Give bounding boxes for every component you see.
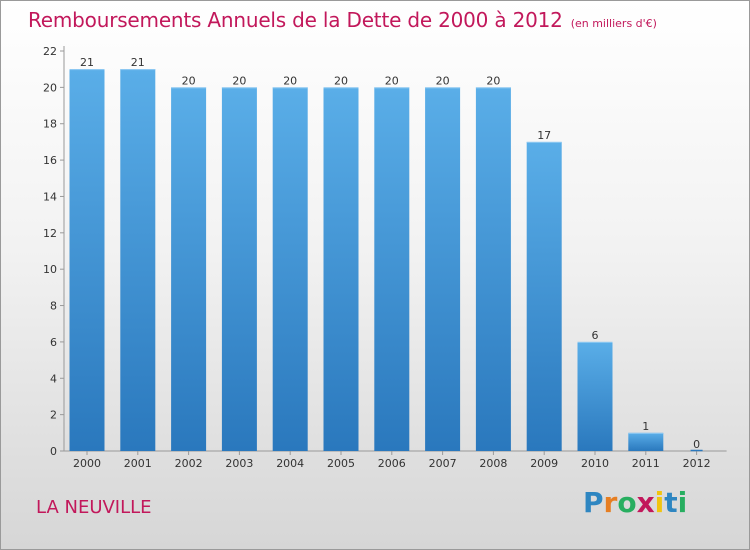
x-tick-label: 2003 [225, 457, 253, 470]
logo-letter: t [664, 486, 678, 519]
data-label: 21 [131, 56, 145, 69]
x-tick-label: 2006 [378, 457, 406, 470]
y-tick-label: 14 [43, 190, 57, 203]
y-tick-label: 22 [43, 45, 57, 58]
y-tick-label: 4 [50, 372, 57, 385]
y-tick-label: 10 [43, 263, 57, 276]
x-tick-label: 2004 [276, 457, 304, 470]
chart-title-text: Remboursements Annuels de la Dette de 20… [28, 8, 563, 32]
x-tick-label: 2002 [175, 457, 203, 470]
logo-letter: r [603, 486, 618, 519]
x-tick-label: 2001 [124, 457, 152, 470]
data-label: 21 [80, 56, 94, 69]
logo-letter: o [617, 486, 637, 519]
y-tick-label: 16 [43, 154, 57, 167]
logo-letter: x [636, 486, 655, 519]
y-tick-label: 18 [43, 118, 57, 131]
data-label: 1 [642, 420, 649, 433]
y-tick-label: 0 [50, 445, 57, 458]
bar-2002 [171, 87, 207, 451]
bar-2006 [374, 87, 410, 451]
logo-letter: i [677, 486, 688, 519]
y-tick-label: 12 [43, 227, 57, 240]
data-label: 20 [385, 74, 399, 87]
x-tick-label: 2011 [632, 457, 660, 470]
x-tick-label: 2012 [683, 457, 711, 470]
commune-name: LA NEUVILLE [36, 497, 152, 518]
proxiti-logo: Proxiti [583, 486, 687, 519]
y-tick-label: 8 [50, 300, 57, 313]
bar-2011 [628, 432, 664, 451]
bar-2005 [323, 87, 359, 451]
bar-2007 [425, 87, 461, 451]
y-tick-label: 20 [43, 81, 57, 94]
data-label: 6 [592, 329, 599, 342]
data-label: 20 [283, 74, 297, 87]
bar-2000 [69, 69, 105, 451]
data-label: 20 [182, 74, 196, 87]
bar-2004 [272, 87, 308, 451]
bar-2001 [120, 69, 156, 451]
bar-2010 [577, 341, 613, 451]
x-tick-label: 2005 [327, 457, 355, 470]
x-tick-label: 2009 [530, 457, 558, 470]
data-label: 0 [693, 438, 700, 451]
logo-letter: P [583, 486, 604, 519]
data-label: 20 [486, 74, 500, 87]
x-tick-label: 2008 [479, 457, 507, 470]
logo-letter: i [654, 486, 665, 519]
x-tick-label: 2000 [73, 457, 101, 470]
y-tick-label: 2 [50, 409, 57, 422]
data-label: 20 [232, 74, 246, 87]
bar-2009 [526, 141, 562, 451]
chart-unit-label: (en milliers d'€) [570, 17, 657, 30]
data-label: 17 [537, 129, 551, 142]
x-tick-label: 2007 [429, 457, 457, 470]
x-tick-label: 2010 [581, 457, 609, 470]
y-tick-label: 6 [50, 336, 57, 349]
data-label: 20 [436, 74, 450, 87]
bar-2003 [221, 87, 257, 451]
bar-2008 [475, 87, 511, 451]
chart-title: Remboursements Annuels de la Dette de 20… [28, 8, 657, 32]
data-label: 20 [334, 74, 348, 87]
